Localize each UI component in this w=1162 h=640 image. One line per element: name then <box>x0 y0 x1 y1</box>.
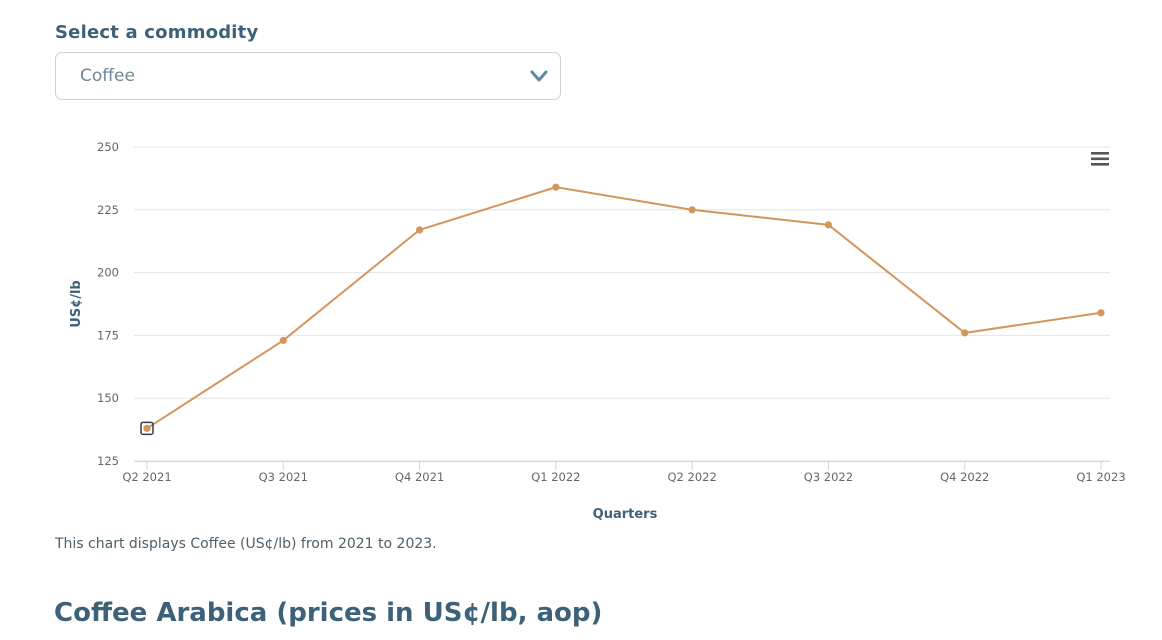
y-tick-label: 150 <box>97 391 119 405</box>
chart-canvas: 125 150 175 200 225 250 Q2 2021 Q3 2021 Q4 2021 Q… <box>69 140 1126 522</box>
data-point <box>279 336 287 345</box>
section-title: Coffee Arabica (prices in US¢/lb, aop) <box>54 598 603 628</box>
commodity-select-value: Coffee <box>80 66 135 86</box>
y-axis-title: US¢/lb <box>69 280 84 327</box>
y-tick-label: 200 <box>97 266 119 280</box>
x-tick-label: Q3 2022 <box>804 470 853 484</box>
y-tick-label: 250 <box>97 140 119 154</box>
data-point <box>415 226 424 234</box>
x-axis-title: Quarters <box>593 507 658 522</box>
data-point <box>688 206 696 214</box>
commodity-select[interactable]: Coffee <box>55 52 561 100</box>
chevron-down-icon <box>530 70 548 82</box>
y-tick-label: 125 <box>97 454 119 468</box>
x-tick-label: Q1 2022 <box>531 470 580 484</box>
data-point-highlight <box>140 421 154 436</box>
data-point <box>1097 309 1105 317</box>
data-point <box>824 221 833 229</box>
x-tick-label: Q1 2023 <box>1076 470 1125 484</box>
y-tick-label: 225 <box>97 203 119 217</box>
x-tick-label: Q4 2021 <box>395 470 444 484</box>
x-tick-label: Q2 2021 <box>122 470 171 484</box>
data-point <box>961 329 969 337</box>
commodity-select-label: Select a commodity <box>55 22 259 43</box>
x-tick-label: Q3 2021 <box>259 470 308 484</box>
series-line <box>146 186 1102 430</box>
x-tick-label: Q2 2022 <box>667 470 716 484</box>
data-point <box>552 183 560 191</box>
hamburger-menu-icon[interactable] <box>1090 150 1110 168</box>
x-tick-label: Q4 2022 <box>940 470 989 484</box>
y-tick-label: 175 <box>97 328 119 342</box>
chart-caption: This chart displays Coffee (US¢/lb) from… <box>55 536 437 552</box>
price-chart: 125 150 175 200 225 250 Q2 2021 Q3 2021 Q4 2021 Q… <box>0 130 1162 530</box>
data-point <box>143 424 151 432</box>
